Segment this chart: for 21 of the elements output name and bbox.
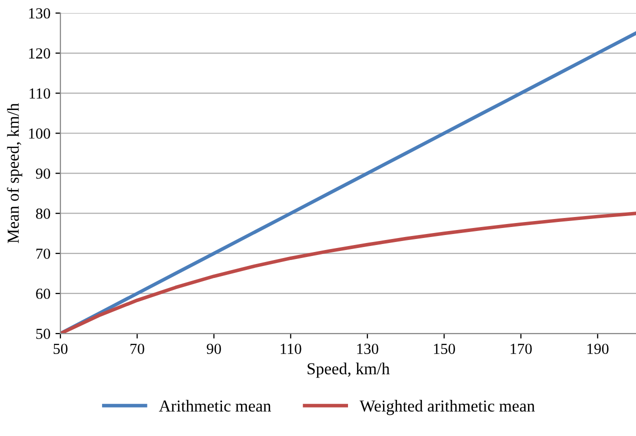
y-tick-label: 100 [29, 128, 50, 139]
x-axis-title: Speed, km/h [308, 362, 390, 378]
x-tick-label: 130 [357, 344, 378, 354]
x-tick-label: 190 [588, 344, 609, 354]
x-tick-label: 170 [510, 344, 532, 354]
y-axis-title: Mean of speed, km/h [6, 103, 22, 244]
x-tick-label: 50 [54, 344, 68, 354]
x-tick-label: 70 [130, 344, 144, 354]
y-tick-label: 70 [36, 248, 50, 259]
x-tick-label: 90 [206, 344, 221, 354]
legend-label: Arithmetic mean [158, 400, 272, 412]
y-tick-label: 50 [36, 328, 50, 339]
y-tick-label: 90 [36, 168, 50, 179]
x-tick-label: 150 [434, 344, 456, 354]
y-tick-label: 80 [36, 208, 50, 219]
y-tick-label: 120 [29, 48, 50, 59]
legend-label: Weighted arithmetic mean [360, 400, 535, 416]
x-tick-label: 110 [280, 344, 302, 354]
y-tick-label: 110 [30, 88, 50, 99]
y-tick-label: 130 [29, 8, 50, 19]
y-tick-label: 60 [36, 288, 50, 299]
